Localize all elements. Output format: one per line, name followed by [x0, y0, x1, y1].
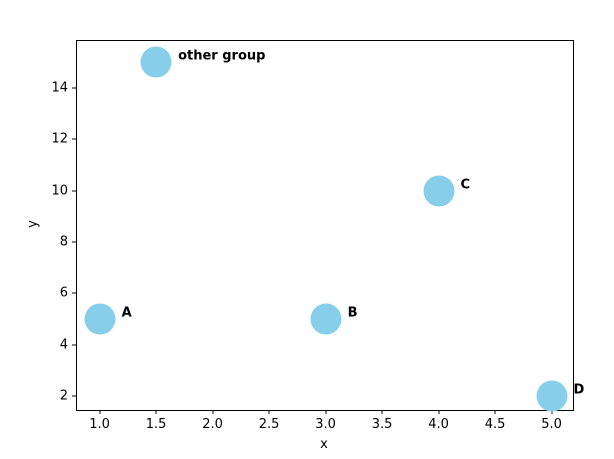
- x-tick-mark: [155, 410, 157, 414]
- x-tick-label: 3.5: [371, 417, 393, 432]
- point-annotation: C: [460, 177, 471, 193]
- y-tick-label: 10: [51, 183, 68, 199]
- x-tick-mark: [268, 410, 270, 414]
- x-tick-mark: [99, 410, 101, 414]
- y-tick-mark: [72, 190, 76, 192]
- y-tick-label: 6: [59, 285, 68, 301]
- x-tick-label: 4.5: [484, 417, 506, 432]
- data-point-a: [84, 303, 116, 335]
- x-tick-label: 1.0: [89, 417, 110, 432]
- data-point-d: [536, 380, 568, 412]
- y-tick-label: 4: [59, 337, 68, 353]
- point-annotation: other group: [178, 48, 266, 64]
- point-annotation: D: [573, 382, 585, 398]
- y-tick-mark: [72, 395, 76, 397]
- x-tick-label: 3.0: [315, 417, 336, 432]
- y-tick-mark: [72, 87, 76, 89]
- x-tick-label: 5.0: [541, 417, 562, 432]
- y-tick-mark: [72, 344, 76, 346]
- x-tick-mark: [381, 410, 383, 414]
- point-annotation: B: [347, 305, 358, 321]
- y-tick-mark: [72, 138, 76, 140]
- y-axis-label: y: [25, 220, 41, 228]
- y-tick-label: 2: [59, 388, 68, 404]
- plot-area: 1.0 1.5 2.0 2.5 3.0 3.5 4.0 4.5 5.0 2 4 6 8 10 12 14 A…: [51, 40, 584, 432]
- x-axis-label: x: [320, 437, 328, 452]
- y-tick-label: 14: [51, 80, 68, 96]
- data-point-b: [310, 303, 342, 335]
- y-tick-label: 12: [51, 131, 68, 147]
- x-tick-mark: [438, 410, 440, 414]
- y-tick-mark: [72, 292, 76, 294]
- x-tick-mark: [551, 410, 553, 414]
- point-annotation: A: [121, 305, 132, 321]
- x-tick-label: 2.0: [202, 417, 223, 432]
- data-point-other-group: [140, 46, 172, 78]
- x-tick-label: 4.0: [428, 417, 449, 432]
- x-tick-mark: [212, 410, 214, 414]
- data-point-c: [423, 175, 455, 207]
- x-tick-label: 1.5: [145, 417, 167, 432]
- x-tick-mark: [494, 410, 496, 414]
- x-tick-label: 2.5: [258, 417, 280, 432]
- y-tick-label: 8: [59, 234, 68, 250]
- y-tick-mark: [72, 241, 76, 243]
- x-tick-mark: [325, 410, 327, 414]
